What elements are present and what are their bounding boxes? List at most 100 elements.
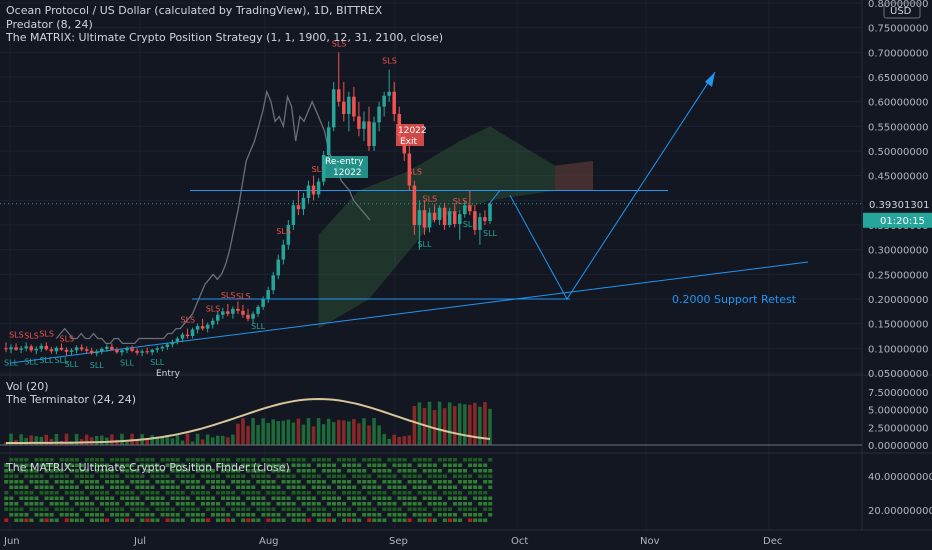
volume-bar <box>226 437 230 445</box>
finder-cell <box>44 507 49 511</box>
finder-cell <box>221 485 226 489</box>
finder-cell <box>170 485 175 489</box>
finder-cell <box>463 458 468 462</box>
finder-cell <box>4 518 9 522</box>
sls-signal: SLS <box>24 331 39 340</box>
candle-body <box>281 244 286 260</box>
finder-cell <box>301 463 306 467</box>
last-price-label: 0.39301301 <box>869 200 929 211</box>
candle-body <box>54 347 59 352</box>
finder-cell <box>478 502 483 506</box>
finder-cell <box>135 502 140 506</box>
finder-cell <box>412 474 417 478</box>
volume-bar <box>205 434 210 445</box>
finder-cell <box>115 502 120 506</box>
price-tick-label: 0.25000000 <box>868 270 928 281</box>
finder-cell <box>271 469 276 473</box>
price-tick-label: 0.70000000 <box>868 48 928 59</box>
finder-cell <box>478 485 483 489</box>
finder-cell <box>195 469 200 473</box>
finder-cell <box>326 518 331 522</box>
finder-cell <box>155 469 160 473</box>
volume-bar <box>342 420 346 445</box>
finder-cell <box>427 458 432 462</box>
finder-cell <box>256 518 261 522</box>
finder-cell <box>442 518 447 522</box>
volume-bar <box>422 407 427 445</box>
sls-signal: SLS <box>9 330 24 339</box>
finder-cell <box>266 502 271 506</box>
finder-cell <box>140 513 145 517</box>
finder-cell <box>271 507 276 511</box>
finder-cell <box>29 469 34 473</box>
candle-body <box>160 346 165 349</box>
finder-cell <box>463 474 468 478</box>
finder-cell <box>24 458 29 462</box>
finder-cell <box>74 513 79 517</box>
volume-bar <box>331 422 336 445</box>
candle-body <box>377 106 381 123</box>
sll-signal: SLL <box>54 356 69 365</box>
finder-cell <box>24 485 29 489</box>
finder-cell <box>64 491 69 495</box>
finder-cell <box>145 518 150 522</box>
finder-cell <box>417 480 422 484</box>
finder-cell <box>115 507 120 511</box>
volume-bar <box>321 424 326 445</box>
finder-cell <box>34 480 39 484</box>
candle-body <box>165 344 170 347</box>
finder-cell <box>170 507 175 511</box>
finder-cell <box>195 518 200 522</box>
finder-cell <box>215 491 221 495</box>
finder-cell <box>336 474 342 478</box>
finder-cell <box>125 458 130 462</box>
finder-cell <box>246 469 251 473</box>
finder-cell <box>241 491 246 495</box>
finder-cell <box>79 474 84 478</box>
finder-cell <box>125 518 130 522</box>
finder-cell <box>331 480 336 484</box>
finder-cell <box>402 485 407 489</box>
finder-cell <box>457 507 463 511</box>
finder-cell <box>120 496 125 500</box>
finder-cell <box>452 496 457 500</box>
candle-body <box>130 348 134 351</box>
finder-cell <box>94 469 100 473</box>
candle-body <box>382 95 386 107</box>
time-tick-label: Jul <box>133 536 146 547</box>
finder-cell <box>478 513 483 517</box>
finder-cell <box>468 474 473 478</box>
finder-cell <box>210 474 215 478</box>
finder-cell <box>155 463 160 467</box>
finder-cell <box>180 474 185 478</box>
finder-cell <box>367 480 372 484</box>
finder-cell <box>271 513 276 517</box>
finder-cell <box>321 480 326 484</box>
finder-cell <box>205 502 210 506</box>
finder-cell <box>437 458 442 462</box>
candle-body <box>74 347 79 351</box>
candle-body <box>110 346 114 350</box>
finder-cell <box>64 463 69 467</box>
finder-cell <box>105 507 110 511</box>
finder-cell <box>397 463 402 467</box>
finder-cell <box>417 502 422 506</box>
finder-cell <box>442 513 447 517</box>
finder-cell <box>432 502 437 506</box>
candle-body <box>251 313 255 319</box>
candle-body <box>357 116 361 129</box>
finder-cell <box>246 507 251 511</box>
finder-cell <box>105 496 110 500</box>
finder-cell <box>221 469 226 473</box>
candle-body <box>4 348 8 350</box>
finder-cell <box>377 491 382 495</box>
sls-signal: SLS <box>60 334 75 343</box>
finder-cell <box>326 496 331 500</box>
finder-cell <box>69 518 74 522</box>
finder-cell <box>9 485 14 489</box>
finder-cell <box>9 496 14 500</box>
candle-body <box>392 91 396 114</box>
finder-cell <box>422 496 427 500</box>
finder-cell <box>205 507 210 511</box>
